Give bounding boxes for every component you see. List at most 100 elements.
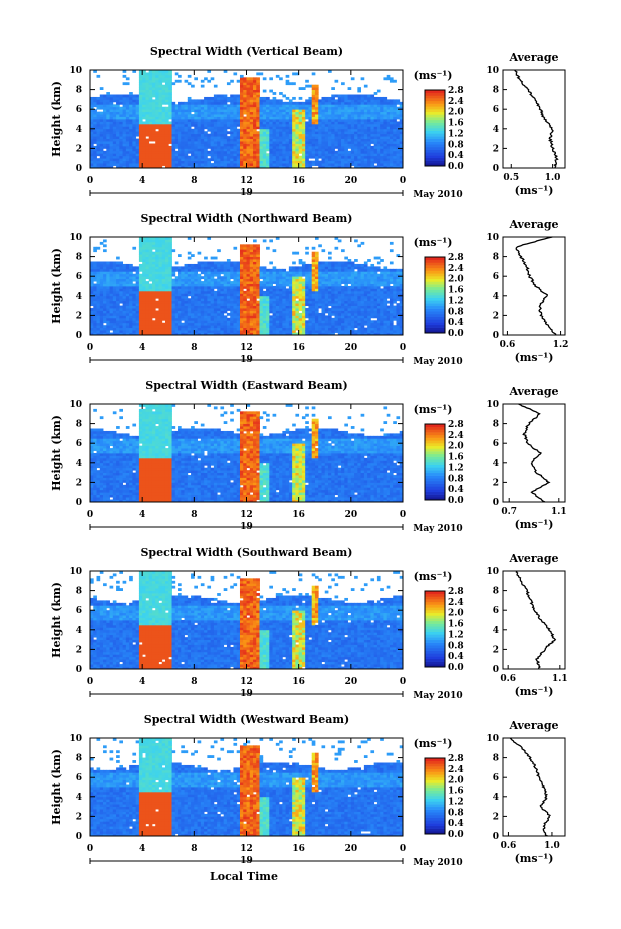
heatmap-cell: [204, 325, 208, 329]
heatmap-cell: [396, 114, 401, 117]
heatmap-cell: [220, 266, 225, 270]
heatmap-cell: [119, 312, 123, 316]
heatmap-cell: [151, 315, 156, 319]
heatmap-cell: [109, 165, 114, 169]
heatmap-cell: [230, 317, 234, 321]
heatmap-cell: [246, 322, 251, 326]
heatmap-cell: [158, 128, 163, 132]
heatmap-cell: [314, 94, 319, 98]
heatmap-cell: [158, 310, 163, 314]
heatmap-cell: [233, 126, 238, 130]
heatmap-cell: [305, 163, 309, 166]
heatmap-cell: [158, 246, 163, 250]
heatmap-cell: [171, 82, 176, 86]
heatmap-cell: [122, 155, 127, 159]
heatmap-cell: [262, 136, 267, 139]
heatmap-cell: [269, 325, 273, 329]
heatmap-cell: [181, 283, 185, 287]
colorbar: [424, 89, 446, 167]
heatmap-cell: [210, 145, 215, 149]
heatmap-cell: [217, 312, 221, 316]
heatmap-cell: [103, 131, 107, 135]
heatmap-cell: [168, 104, 172, 108]
heatmap-cell: [357, 121, 362, 125]
heatmap-cell: [148, 138, 153, 142]
heatmap-cell: [125, 330, 130, 333]
heatmap-cell: [129, 109, 133, 113]
heatmap-cell: [223, 288, 228, 292]
heatmap-cell: [122, 150, 127, 154]
heatmap-cell: [178, 254, 182, 257]
heatmap-cell: [178, 330, 182, 333]
heatmap-cell: [334, 128, 339, 132]
heatmap-cell: [210, 121, 215, 125]
heatmap-cell: [155, 138, 159, 142]
heatmap-cell: [122, 101, 127, 105]
heatmap-cell: [194, 119, 198, 122]
heatmap-cell: [164, 84, 169, 88]
heatmap-cell: [187, 290, 192, 294]
heatmap-cell: [109, 94, 114, 98]
heatmap-cell: [207, 310, 212, 314]
heatmap-cell: [360, 160, 365, 164]
heatmap-cell: [138, 106, 143, 110]
heatmap-cell: [223, 121, 228, 125]
heatmap-cell: [90, 330, 94, 333]
heatmap-cell: [106, 315, 110, 319]
heatmap-cell: [99, 286, 104, 289]
heatmap-cell: [109, 160, 114, 164]
colorbar-swatch: [425, 133, 445, 137]
heatmap-cell: [125, 288, 130, 292]
heatmap-cell: [164, 320, 169, 324]
heatmap-cell: [148, 79, 153, 83]
heatmap-cell: [243, 126, 247, 130]
heatmap-cell: [197, 268, 202, 272]
heatmap-cell: [213, 84, 218, 88]
heatmap-cell: [132, 141, 137, 144]
heatmap-cell: [161, 246, 166, 250]
heatmap-cell: [161, 266, 166, 270]
heatmap-cell: [370, 160, 375, 164]
heatmap-cell: [217, 123, 221, 127]
heatmap-cell: [256, 278, 260, 282]
heatmap-cell: [119, 330, 123, 333]
heatmap-cell: [168, 312, 172, 316]
heatmap-cell: [93, 312, 97, 316]
heatmap-cell: [138, 116, 143, 120]
heatmap-cell: [285, 160, 290, 164]
heatmap-cell: [112, 278, 117, 282]
heatmap-cell: [354, 158, 358, 162]
heatmap-cell: [217, 104, 221, 108]
heatmap-cell: [171, 138, 176, 142]
heatmap-cell: [236, 281, 241, 284]
heatmap-cell: [151, 138, 156, 142]
heatmap-cell: [223, 70, 228, 73]
heatmap-cell: [132, 293, 137, 297]
heatmap-cell: [184, 128, 189, 132]
heatmap-cell: [99, 119, 104, 122]
heatmap-cell: [99, 317, 104, 321]
heatmap-cell: [109, 116, 114, 120]
heatmap-cell: [155, 271, 159, 275]
heatmap-cell: [164, 261, 169, 265]
heatmap-cell: [191, 128, 195, 132]
heatmap-cell: [282, 136, 287, 139]
heatmap-cell: [142, 133, 146, 137]
heatmap-cell: [178, 298, 182, 302]
heatmap-cell: [239, 246, 244, 250]
heatmap-cell: [191, 133, 195, 137]
heatmap-cell: [266, 332, 270, 336]
heatmap-cell: [321, 163, 326, 166]
heatmap-cell: [354, 160, 358, 164]
heatmap-cell: [243, 295, 247, 299]
heatmap-cell: [233, 163, 238, 166]
heatmap-cell: [298, 123, 303, 127]
heatmap-cell: [295, 109, 300, 113]
heatmap-cell: [298, 133, 303, 137]
heatmap-cell: [168, 251, 172, 255]
heatmap-cell: [207, 325, 212, 329]
heatmap-cell: [230, 273, 234, 277]
heatmap-cell: [226, 153, 231, 157]
heatmap-cell: [217, 109, 221, 113]
heatmap-cell: [138, 74, 143, 78]
